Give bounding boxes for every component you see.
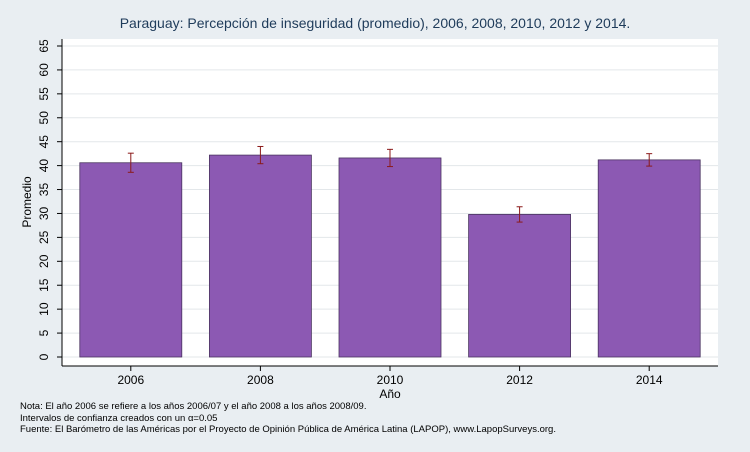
note-confidence: Intervalos de confianza creados con un α… <box>20 412 218 424</box>
bars <box>79 154 701 358</box>
bar-2012 <box>468 214 572 358</box>
y-tick-label-60: 60 <box>37 63 51 77</box>
x-tick-label-2012: 2012 <box>506 373 533 387</box>
note-years: Nota: El año 2006 se refiere a los años … <box>20 401 367 412</box>
x-tick-label-2008: 2008 <box>247 373 274 387</box>
y-tick-label-30: 30 <box>37 206 51 220</box>
y-tick-label-50: 50 <box>37 111 51 125</box>
bar-chart: Paraguay: Percepción de inseguridad (pro… <box>20 15 718 400</box>
y-tick-label-40: 40 <box>37 159 51 173</box>
y-tick-label-35: 35 <box>37 183 51 197</box>
x-axis: 2006 2008 2010 2012 2014 <box>62 365 718 387</box>
y-tick-label-45: 45 <box>37 135 51 149</box>
y-tick-label-55: 55 <box>37 87 51 101</box>
error-bars <box>127 145 653 223</box>
y-tick-label-25: 25 <box>37 230 51 244</box>
bar-2008 <box>208 154 312 358</box>
y-tick-label-15: 15 <box>37 278 51 292</box>
y-tick-label-65: 65 <box>37 39 51 53</box>
y-axis-label: Promedio <box>20 176 34 228</box>
note-source: Fuente: El Barómetro de las Américas por… <box>20 424 556 435</box>
y-tick-label-5: 5 <box>37 329 51 336</box>
x-tick-label-2014: 2014 <box>636 373 663 387</box>
y-tick-label-20: 20 <box>37 254 51 268</box>
bar-2014 <box>597 159 701 358</box>
chart-notes: Nota: El año 2006 se refiere a los años … <box>20 401 556 436</box>
x-tick-label-2010: 2010 <box>377 373 404 387</box>
chart-title: Paraguay: Percepción de inseguridad (pro… <box>120 15 631 31</box>
y-tick-label-0: 0 <box>37 353 51 360</box>
bar-2010 <box>338 157 442 358</box>
y-tick-label-10: 10 <box>37 302 51 316</box>
x-axis-label: Año <box>379 387 401 400</box>
y-axis: 0 5 10 15 20 25 30 35 40 45 50 55 60 65 <box>37 39 63 366</box>
x-tick-label-2006: 2006 <box>117 373 144 387</box>
bar-2006 <box>79 162 183 358</box>
